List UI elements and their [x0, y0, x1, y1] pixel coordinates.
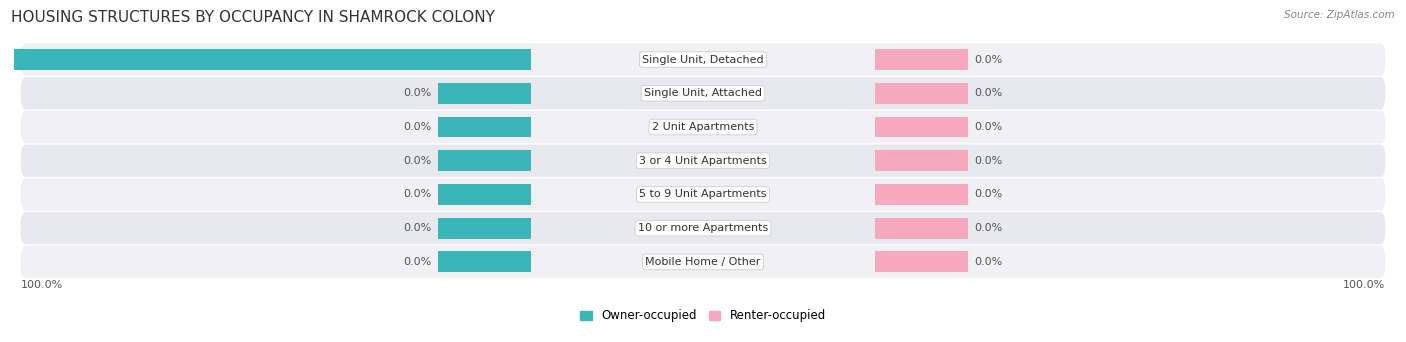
Text: 0.0%: 0.0%	[974, 156, 1002, 166]
Text: Source: ZipAtlas.com: Source: ZipAtlas.com	[1284, 10, 1395, 20]
Bar	[876, 218, 967, 239]
Text: 100.0%: 100.0%	[1343, 280, 1385, 290]
Bar	[876, 184, 967, 205]
Text: 0.0%: 0.0%	[404, 122, 432, 132]
Bar	[876, 49, 967, 70]
FancyBboxPatch shape	[21, 111, 1385, 143]
Bar	[439, 83, 531, 104]
Legend: Owner-occupied, Renter-occupied: Owner-occupied, Renter-occupied	[575, 305, 831, 327]
Text: 3 or 4 Unit Apartments: 3 or 4 Unit Apartments	[640, 156, 766, 166]
Text: 0.0%: 0.0%	[974, 55, 1002, 65]
Text: HOUSING STRUCTURES BY OCCUPANCY IN SHAMROCK COLONY: HOUSING STRUCTURES BY OCCUPANCY IN SHAMR…	[11, 10, 495, 25]
FancyBboxPatch shape	[21, 246, 1385, 278]
Bar	[439, 184, 531, 205]
FancyBboxPatch shape	[21, 212, 1385, 245]
FancyBboxPatch shape	[21, 145, 1385, 177]
Text: 0.0%: 0.0%	[404, 257, 432, 267]
Bar	[439, 117, 531, 137]
Bar	[439, 218, 531, 239]
Text: 10 or more Apartments: 10 or more Apartments	[638, 223, 768, 233]
Text: 0.0%: 0.0%	[404, 156, 432, 166]
Bar	[876, 83, 967, 104]
Text: Single Unit, Detached: Single Unit, Detached	[643, 55, 763, 65]
Text: 100.0%: 100.0%	[21, 280, 63, 290]
Text: 5 to 9 Unit Apartments: 5 to 9 Unit Apartments	[640, 189, 766, 199]
Bar	[439, 251, 531, 272]
Bar	[439, 150, 531, 171]
Text: 0.0%: 0.0%	[974, 122, 1002, 132]
Text: 0.0%: 0.0%	[974, 88, 1002, 98]
Text: Mobile Home / Other: Mobile Home / Other	[645, 257, 761, 267]
Text: 0.0%: 0.0%	[404, 189, 432, 199]
FancyBboxPatch shape	[21, 43, 1385, 76]
FancyBboxPatch shape	[21, 77, 1385, 109]
Bar	[876, 251, 967, 272]
Text: 0.0%: 0.0%	[974, 189, 1002, 199]
Text: 0.0%: 0.0%	[974, 223, 1002, 233]
Text: 0.0%: 0.0%	[974, 257, 1002, 267]
Bar	[876, 150, 967, 171]
Bar	[0, 49, 530, 70]
Text: 0.0%: 0.0%	[404, 88, 432, 98]
FancyBboxPatch shape	[21, 178, 1385, 211]
Text: 2 Unit Apartments: 2 Unit Apartments	[652, 122, 754, 132]
Text: Single Unit, Attached: Single Unit, Attached	[644, 88, 762, 98]
Bar	[876, 117, 967, 137]
Text: 0.0%: 0.0%	[404, 223, 432, 233]
